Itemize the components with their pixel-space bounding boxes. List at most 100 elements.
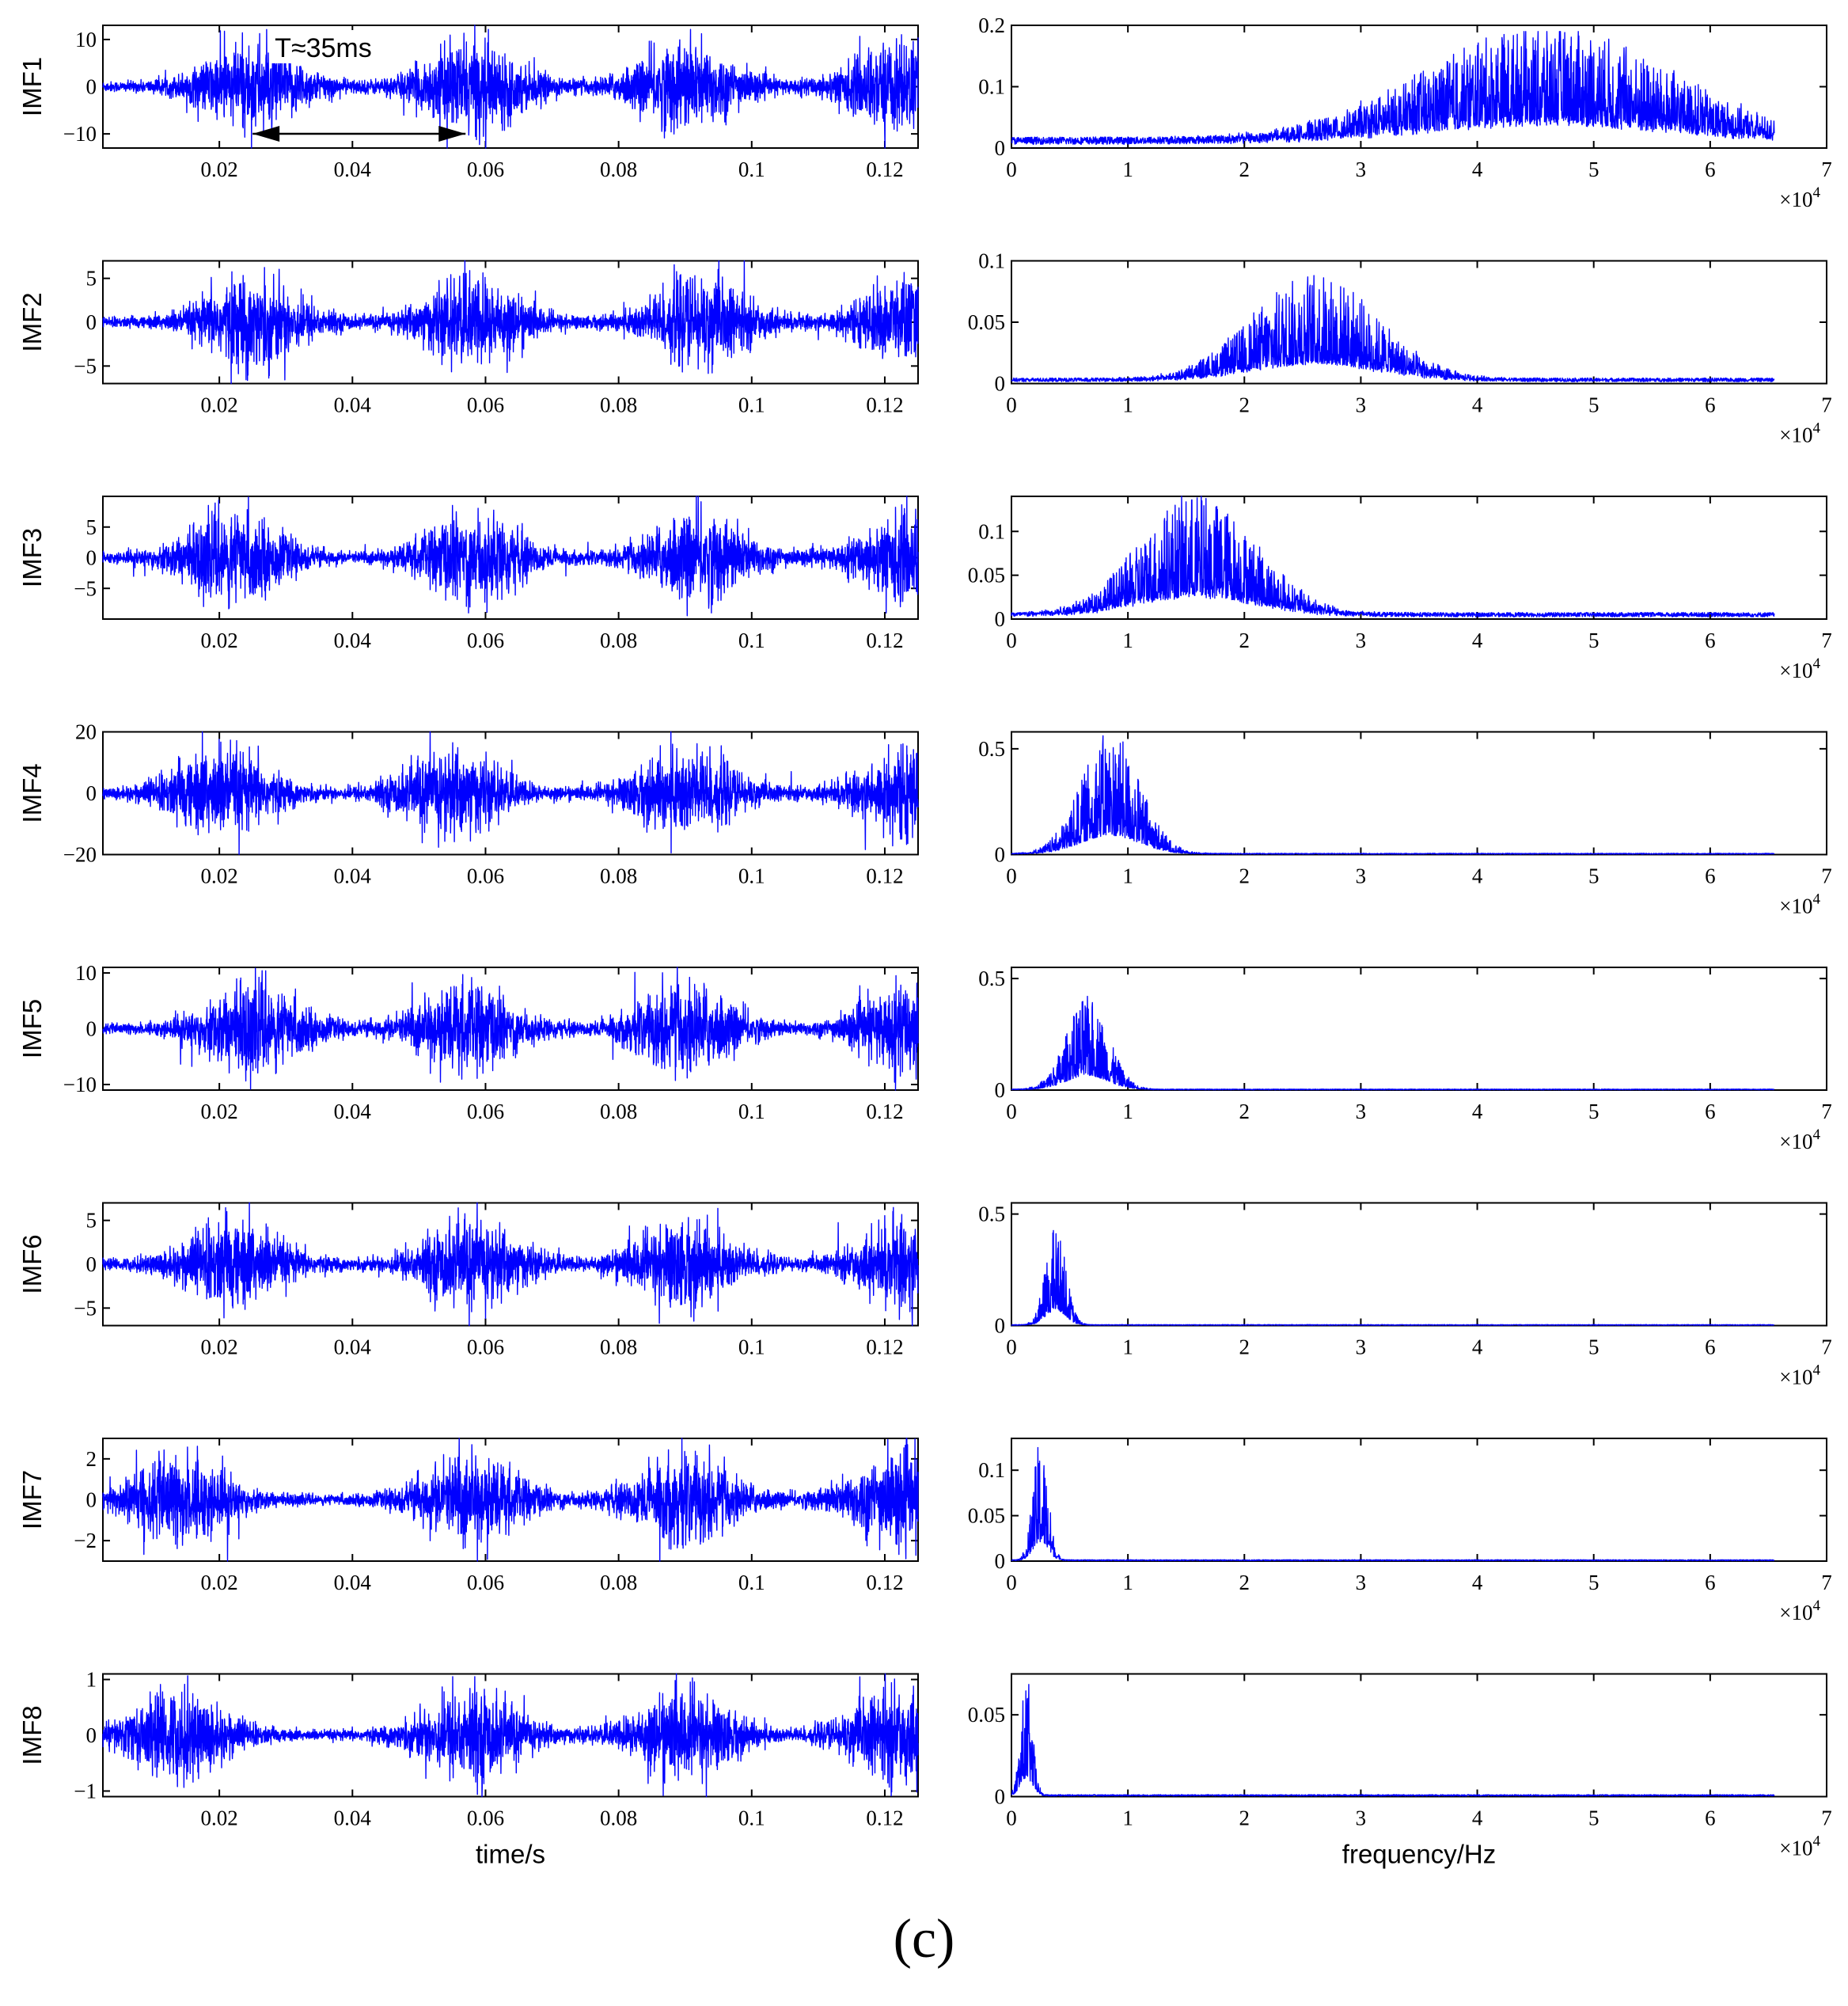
period-arrow-left-head [252, 126, 280, 142]
imf2-spectrum-xtick-label: 2 [1239, 393, 1250, 417]
imf6-time-xtick-label: 0.08 [600, 1335, 637, 1359]
imf4-spectrum-xtick-label: 4 [1472, 864, 1483, 888]
imf6-spectrum-xtick-label: 4 [1472, 1335, 1483, 1359]
imf3-time-xtick-label: 0.12 [866, 629, 903, 652]
imf4-time-xtick-label: 0.1 [738, 864, 765, 888]
imf6-spectrum-frame [1011, 1202, 1827, 1327]
imf7-time-ytick-label: −2 [74, 1529, 97, 1552]
imf6-spectrum-panel: 0 1 2 3 4 5 6 7 0.5 0 ×104 [978, 1202, 1832, 1389]
imf1-time-ytick-label: −10 [63, 122, 97, 146]
time-axis-label: time/s [476, 1840, 545, 1869]
imf8-spectrum-panel: 0 1 2 3 4 5 6 7 0.05 0 ×104 [968, 1673, 1832, 1860]
imf2-spectrum-spectrum-line [1011, 275, 1775, 382]
imf5-spectrum-xtick-label: 5 [1588, 1100, 1599, 1123]
imf8-spectrum-ytick-label: 0.05 [968, 1703, 1005, 1727]
imf6-time-ylabel: IMF6 [17, 1234, 47, 1294]
imf4-spectrum-ytick-label: 0 [995, 843, 1006, 867]
imf3-spectrum-xtick-label: 1 [1122, 629, 1133, 652]
imf1-time-xtick-label: 0.06 [467, 158, 504, 181]
imf8-time-panel: 0.02 0.04 0.06 0.08 0.1 0.12 1 0 −1 IMF8 [17, 1668, 919, 1830]
imf4-time-ytick-label: 20 [75, 720, 97, 744]
imf8-spectrum-ytick-label: 0 [995, 1785, 1006, 1809]
imf6-spectrum-freq-exponent: ×104 [1779, 1362, 1820, 1389]
imf3-spectrum-ytick-label: 0.05 [968, 564, 1005, 587]
imf6-time-ytick-label: 0 [86, 1252, 97, 1276]
imf4-spectrum-spectrum-line [1011, 735, 1775, 855]
imf3-spectrum-xtick-label: 6 [1705, 629, 1716, 652]
imf7-spectrum-ytick-label: 0.05 [968, 1504, 1005, 1528]
imf8-time-ylabel: IMF8 [17, 1705, 47, 1765]
imf6-time-xtick-label: 0.02 [201, 1335, 238, 1359]
imf1-time-xtick-label: 0.12 [866, 158, 903, 181]
imf7-time-panel: 0.02 0.04 0.06 0.08 0.1 0.12 2 0 −2 IMF7 [17, 1438, 919, 1594]
imf6-time-panel: 0.02 0.04 0.06 0.08 0.1 0.12 5 0 −5 IMF6 [17, 1202, 919, 1359]
imf8-time-signal-line [102, 1673, 919, 1798]
imf8-spectrum-frame [1011, 1673, 1827, 1798]
imf1-spectrum-spectrum-line [1011, 31, 1775, 146]
imf1-time-xtick-label: 0.08 [600, 158, 637, 181]
imf5-spectrum-panel: 0 1 2 3 4 5 6 7 0.5 0 ×104 [978, 967, 1832, 1153]
imf3-time-signal-line [102, 496, 919, 617]
imf8-spectrum-xtick-label: 6 [1705, 1807, 1716, 1830]
imf6-spectrum-xtick-label: 7 [1821, 1335, 1832, 1359]
imf4-time-xtick-label: 0.12 [866, 864, 903, 888]
imf5-time-panel: 0.02 0.04 0.06 0.08 0.1 0.12 10 0 −10 IMF5 [17, 961, 919, 1123]
imf6-time-xtick-label: 0.04 [334, 1335, 372, 1359]
imf4-spectrum-xtick-label: 0 [1006, 864, 1017, 888]
imf2-time-signal-line [102, 260, 919, 385]
imf6-time-ytick-label: 5 [86, 1209, 97, 1233]
imf1-spectrum-xtick-label: 7 [1821, 158, 1832, 181]
imf5-time-ytick-label: 0 [86, 1017, 97, 1041]
imf7-time-ylabel: IMF7 [17, 1470, 47, 1529]
imf3-time-xtick-label: 0.04 [334, 629, 372, 652]
imf2-spectrum-xtick-label: 3 [1356, 393, 1367, 417]
imf3-time-xtick-label: 0.1 [738, 629, 765, 652]
imf4-time-xtick-label: 0.04 [334, 864, 372, 888]
imf2-time-xtick-label: 0.02 [201, 393, 238, 417]
imf8-spectrum-xtick-label: 4 [1472, 1807, 1483, 1830]
imf3-spectrum-xtick-label: 3 [1356, 629, 1367, 652]
imf7-time-xtick-label: 0.1 [738, 1571, 765, 1594]
imf1-spectrum-xtick-label: 5 [1588, 158, 1599, 181]
imf3-spectrum-spectrum-line [1011, 496, 1775, 617]
imf8-time-xtick-label: 0.12 [866, 1807, 903, 1830]
imf5-spectrum-xtick-label: 7 [1821, 1100, 1832, 1123]
imf1-spectrum-xtick-label: 4 [1472, 158, 1483, 181]
imf5-time-ylabel: IMF5 [17, 999, 47, 1058]
imf4-spectrum-xtick-label: 7 [1821, 864, 1832, 888]
imf2-spectrum-xtick-label: 4 [1472, 393, 1483, 417]
imf7-spectrum-xtick-label: 6 [1705, 1571, 1716, 1594]
imf3-time-ylabel: IMF3 [17, 528, 47, 587]
imf2-spectrum-ytick-label: 0 [995, 372, 1006, 396]
imf8-time-xtick-label: 0.08 [600, 1807, 637, 1830]
imf3-time-xtick-label: 0.08 [600, 629, 637, 652]
imf4-time-xtick-label: 0.08 [600, 864, 637, 888]
frequency-axis-label: frequency/Hz [1342, 1840, 1496, 1869]
imf4-time-ylabel: IMF4 [17, 763, 47, 823]
imf5-spectrum-xtick-label: 1 [1122, 1100, 1133, 1123]
imf5-time-xtick-label: 0.04 [334, 1100, 372, 1123]
imf2-time-xtick-label: 0.08 [600, 393, 637, 417]
imf2-time-ylabel: IMF2 [17, 292, 47, 351]
imf1-spectrum-xtick-label: 2 [1239, 158, 1250, 181]
imf3-spectrum-xtick-label: 0 [1006, 629, 1017, 652]
imf7-spectrum-xtick-label: 0 [1006, 1571, 1017, 1594]
imf2-spectrum-freq-exponent: ×104 [1779, 420, 1820, 447]
imf1-spectrum-ytick-label: 0 [995, 136, 1006, 160]
imf3-time-ytick-label: −5 [74, 576, 97, 600]
imf6-spectrum-spectrum-line [1011, 1229, 1775, 1326]
imf1-spectrum-xtick-label: 0 [1006, 158, 1017, 181]
imf7-spectrum-xtick-label: 3 [1356, 1571, 1367, 1594]
imf7-time-xtick-label: 0.04 [334, 1571, 372, 1594]
imf7-spectrum-panel: 0 1 2 3 4 5 6 7 0.1 0.05 0 ×104 [968, 1438, 1832, 1624]
imf1-spectrum-panel: 0 1 2 3 4 5 6 7 0.2 0.1 0 ×104 [978, 13, 1832, 211]
imf1-spectrum-ytick-label: 0.2 [978, 13, 1005, 37]
imf4-spectrum-xtick-label: 1 [1122, 864, 1133, 888]
imf4-spectrum-xtick-label: 3 [1356, 864, 1367, 888]
imf2-spectrum-panel: 0 1 2 3 4 5 6 7 0.1 0.05 0 ×104 [968, 249, 1832, 447]
imf1-time-xtick-label: 0.04 [334, 158, 372, 181]
imf4-spectrum-panel: 0 1 2 3 4 5 6 7 0.5 0 ×104 [978, 731, 1832, 918]
imf7-time-xtick-label: 0.12 [866, 1571, 903, 1594]
imf5-spectrum-spectrum-line [1011, 995, 1775, 1091]
